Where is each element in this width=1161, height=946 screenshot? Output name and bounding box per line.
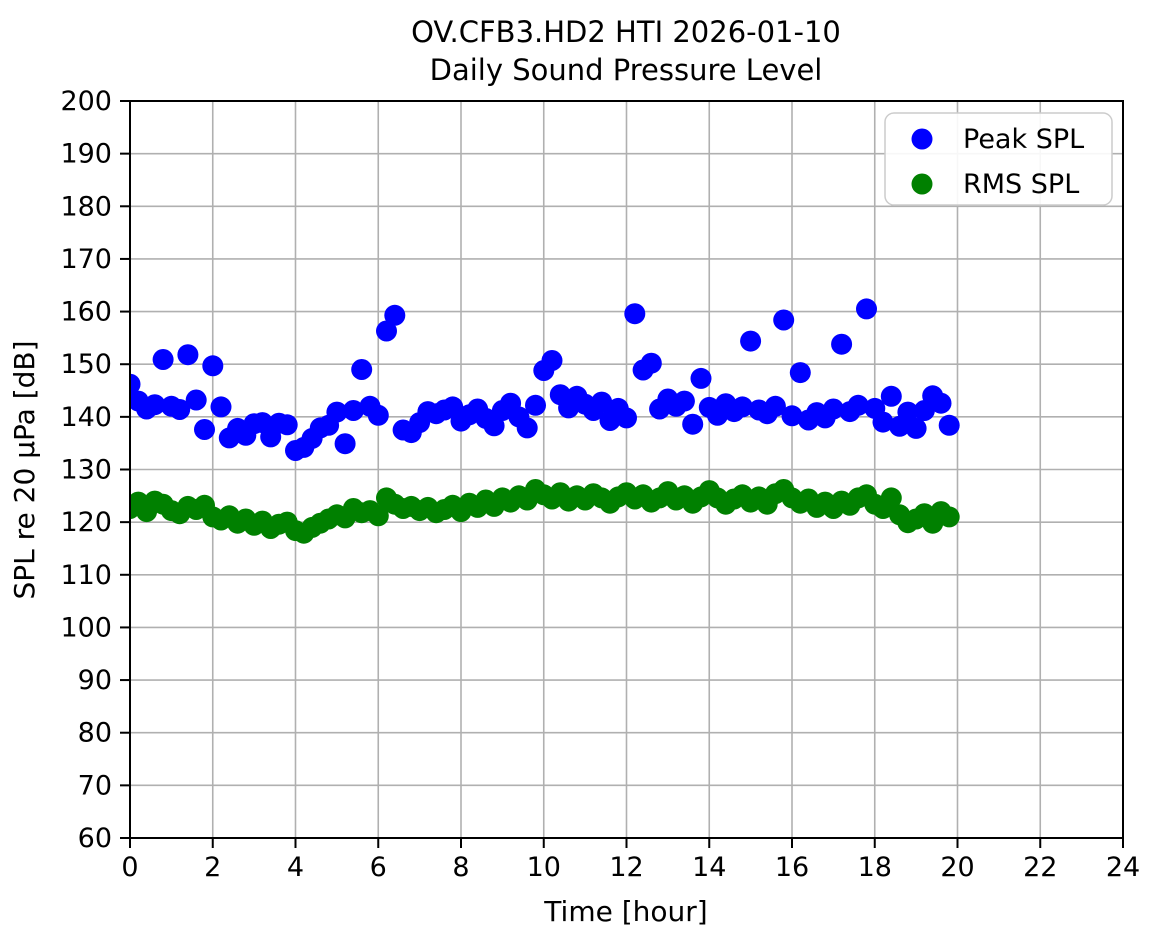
y-tick-label: 150 xyxy=(60,349,112,380)
x-tick-label: 14 xyxy=(692,852,726,883)
x-tick-label: 0 xyxy=(121,852,138,883)
peak-spl-legend-marker-icon xyxy=(911,128,933,150)
y-tick-label: 100 xyxy=(60,612,112,643)
peak-spl-point xyxy=(847,394,869,416)
peak-spl-point xyxy=(640,352,662,374)
y-tick-label: 140 xyxy=(60,402,112,433)
peak-spl-point xyxy=(334,433,356,455)
x-tick-label: 12 xyxy=(609,852,643,883)
y-tick-label: 120 xyxy=(60,507,112,538)
x-tick-label: 16 xyxy=(775,852,809,883)
peak-spl-point xyxy=(897,401,919,423)
peak-spl-point xyxy=(169,399,191,420)
y-tick-label: 60 xyxy=(78,823,112,854)
peak-spl-point xyxy=(880,385,902,407)
rms-spl-point xyxy=(367,505,389,527)
peak-spl-point xyxy=(152,349,174,370)
peak-spl-point xyxy=(516,417,538,439)
peak-spl-point xyxy=(525,394,546,416)
x-tick-label: 24 xyxy=(1106,852,1140,883)
peak-spl-point xyxy=(930,392,952,414)
peak-spl-point xyxy=(690,367,712,389)
peak-spl-point xyxy=(773,309,795,331)
y-tick-label: 160 xyxy=(60,297,112,328)
peak-spl-point xyxy=(367,404,389,426)
peak-spl-point xyxy=(624,303,646,325)
peak-spl-point xyxy=(177,344,199,366)
legend-label-rms-spl: RMS SPL xyxy=(963,169,1079,200)
peak-spl-point xyxy=(384,304,406,326)
peak-spl-point xyxy=(276,414,298,436)
peak-spl-point xyxy=(616,407,637,429)
y-tick-label: 200 xyxy=(60,86,112,117)
peak-spl-point xyxy=(351,359,373,380)
x-tick-label: 4 xyxy=(287,852,304,883)
x-tick-label: 8 xyxy=(452,852,469,883)
scatter-points xyxy=(130,298,960,544)
y-tick-label: 90 xyxy=(78,665,112,696)
x-axis-label: Time [hour] xyxy=(543,895,707,928)
x-tick-label: 22 xyxy=(1023,852,1057,883)
y-tick-label: 170 xyxy=(60,244,112,275)
x-tick-label: 2 xyxy=(204,852,221,883)
y-tick-label: 130 xyxy=(60,455,112,486)
peak-spl-point xyxy=(210,396,232,418)
peak-spl-point xyxy=(938,414,960,436)
peak-spl-point xyxy=(731,396,753,418)
y-tick-label: 80 xyxy=(78,718,112,749)
y-tick-label: 190 xyxy=(60,139,112,170)
y-tick-label: 70 xyxy=(78,770,112,801)
peak-spl-point xyxy=(342,400,364,421)
peak-spl-point xyxy=(326,401,348,423)
peak-spl-point xyxy=(591,391,613,413)
grid xyxy=(129,100,1124,839)
y-tick-label: 180 xyxy=(60,191,112,222)
peak-spl-point xyxy=(483,415,505,437)
peak-spl-point xyxy=(764,395,786,417)
peak-spl-point xyxy=(185,389,207,411)
legend: Peak SPL RMS SPL xyxy=(884,112,1113,206)
peak-spl-point xyxy=(144,394,166,416)
peak-spl-series xyxy=(130,298,960,461)
x-tick-label: 20 xyxy=(940,852,974,883)
y-axis-label: SPL re 20 µPa [dB] xyxy=(8,340,41,599)
x-tick-label: 6 xyxy=(370,852,387,883)
peak-spl-point xyxy=(541,350,563,371)
peak-spl-point xyxy=(376,320,397,342)
x-tick-label: 10 xyxy=(527,852,561,883)
rms-spl-point xyxy=(938,506,960,528)
peak-spl-point xyxy=(905,417,927,439)
peak-spl-point xyxy=(130,373,141,395)
chart-title-line2: Daily Sound Pressure Level xyxy=(430,53,823,87)
legend-label-peak-spl: Peak SPL xyxy=(963,124,1084,155)
peak-spl-point xyxy=(781,405,803,427)
rms-spl-point xyxy=(880,487,902,509)
peak-spl-point xyxy=(831,333,853,355)
peak-spl-point xyxy=(673,390,695,412)
peak-spl-point xyxy=(856,298,877,320)
peak-spl-point xyxy=(740,330,762,352)
chart-title-line1: OV.CFB3.HD2 HTI 2026-01-10 xyxy=(411,15,841,49)
peak-spl-point xyxy=(872,411,894,433)
rms-spl-legend-marker-icon xyxy=(911,173,933,195)
rms-spl-series xyxy=(130,479,960,544)
y-tick-label: 110 xyxy=(60,560,112,591)
peak-spl-point xyxy=(202,355,224,377)
peak-spl-point xyxy=(789,362,811,384)
x-tick-label: 18 xyxy=(858,852,892,883)
legend-box xyxy=(884,112,1113,206)
axis-ticks: 0 2 4 6 8 10 12 14 16 18 20 22 246070809010011012013… xyxy=(60,86,1140,883)
peak-spl-point xyxy=(682,413,704,435)
peak-spl-point xyxy=(822,398,844,420)
peak-spl-point xyxy=(194,419,215,440)
